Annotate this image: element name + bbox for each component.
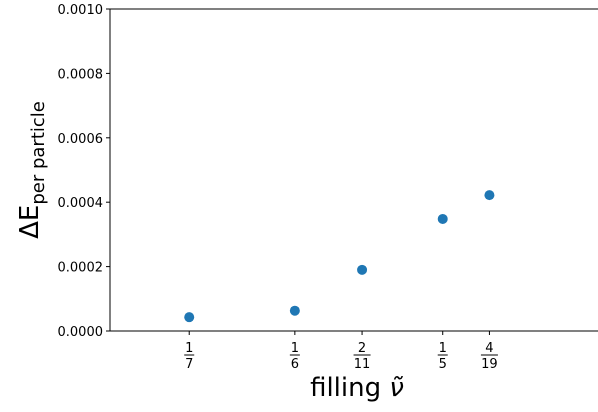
y-tick-label: 0.0000: [58, 325, 104, 340]
x-tick-denominator: 5: [439, 357, 447, 372]
x-tick-numerator: 1: [439, 341, 447, 356]
y-tick-label: 0.0010: [58, 3, 104, 18]
x-axis-title-text: filling: [310, 373, 389, 403]
y-axis-title: ΔEper particle: [15, 101, 49, 239]
data-point: [289, 305, 300, 316]
y-tick-label: 0.0002: [58, 261, 104, 276]
x-tick-denominator: 19: [481, 357, 498, 372]
y-tick-label: 0.0008: [58, 67, 104, 82]
x-axis-title-symbol: ν̃: [389, 373, 404, 403]
y-tick-label: 0.0004: [58, 196, 104, 211]
x-tick-numerator: 1: [291, 341, 299, 356]
x-tick-denominator: 6: [291, 357, 299, 372]
x-tick-denominator: 7: [185, 357, 193, 372]
y-axis-title-main: ΔE: [15, 205, 45, 239]
data-point: [437, 213, 448, 224]
y-axis-title-subscript: per particle: [28, 101, 49, 205]
data-point: [484, 190, 495, 201]
x-tick-numerator: 4: [485, 341, 493, 356]
y-axis-ticks: 0.0000 0.0002 0.0004 0.0006 0.0008 0.0010: [58, 3, 110, 340]
x-tick-numerator: 2: [358, 341, 366, 356]
data-point: [357, 264, 368, 275]
data-points: [184, 190, 495, 323]
x-tick-denominator: 11: [354, 357, 371, 372]
plot-frame: [109, 8, 598, 332]
data-point: [184, 312, 195, 323]
x-tick-numerator: 1: [185, 341, 193, 356]
y-tick-label: 0.0006: [58, 132, 104, 147]
x-axis-title: filling ν̃: [310, 373, 404, 403]
